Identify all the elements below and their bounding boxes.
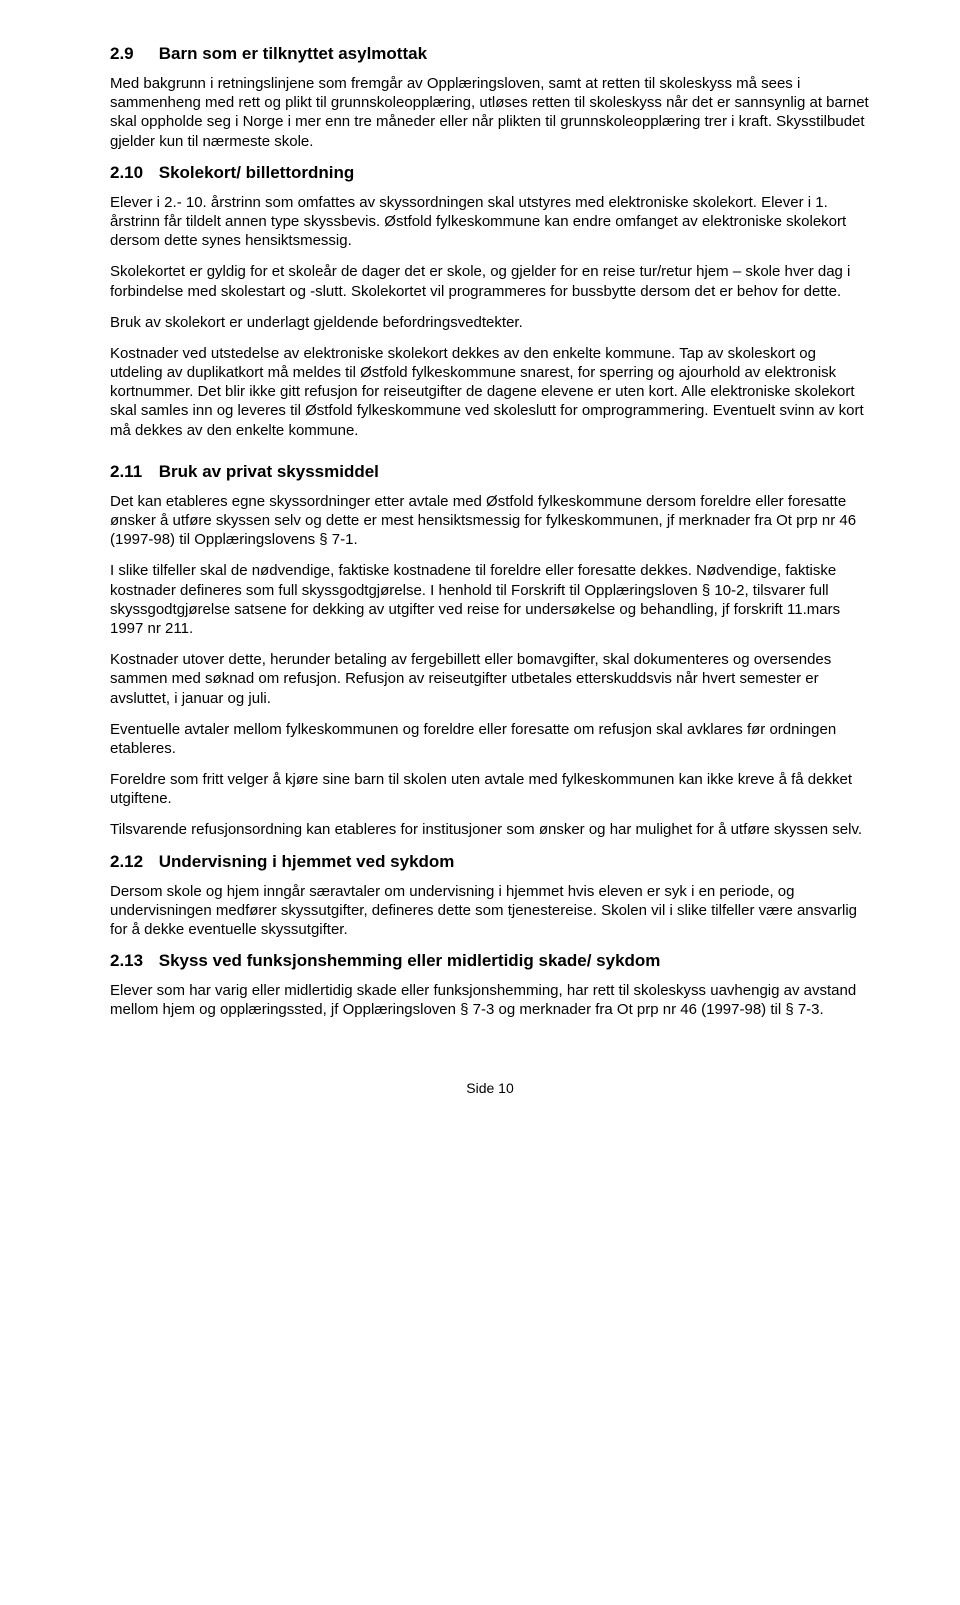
heading-2-9: 2.9 Barn som er tilknyttet asylmottak <box>110 44 870 64</box>
paragraph: Tilsvarende refusjonsordning kan etabler… <box>110 820 870 839</box>
paragraph: Foreldre som fritt velger å kjøre sine b… <box>110 770 870 808</box>
heading-title: Skolekort/ billettordning <box>159 163 355 182</box>
paragraph: Det kan etableres egne skyssordninger et… <box>110 492 870 550</box>
paragraph: Skolekortet er gyldig for et skoleår de … <box>110 262 870 300</box>
paragraph: Kostnader utover dette, herunder betalin… <box>110 650 870 708</box>
heading-2-13: 2.13 Skyss ved funksjonshemming eller mi… <box>110 951 870 971</box>
section-2-11: 2.11 Bruk av privat skyssmiddel Det kan … <box>110 462 870 840</box>
section-2-9: 2.9 Barn som er tilknyttet asylmottak Me… <box>110 44 870 151</box>
heading-number: 2.11 <box>110 462 154 482</box>
heading-2-12: 2.12 Undervisning i hjemmet ved sykdom <box>110 852 870 872</box>
paragraph: Kostnader ved utstedelse av elektroniske… <box>110 344 870 440</box>
heading-number: 2.13 <box>110 951 154 971</box>
paragraph: Elever som har varig eller midlertidig s… <box>110 981 870 1019</box>
heading-number: 2.9 <box>110 44 154 64</box>
section-2-10: 2.10 Skolekort/ billettordning Elever i … <box>110 163 870 440</box>
heading-number: 2.12 <box>110 852 154 872</box>
document-page: 2.9 Barn som er tilknyttet asylmottak Me… <box>0 0 960 1132</box>
paragraph: Bruk av skolekort er underlagt gjeldende… <box>110 313 870 332</box>
heading-title: Skyss ved funksjonshemming eller midlert… <box>159 951 661 970</box>
paragraph: Elever i 2.- 10. årstrinn som omfattes a… <box>110 193 870 251</box>
section-2-13: 2.13 Skyss ved funksjonshemming eller mi… <box>110 951 870 1019</box>
page-footer: Side 10 <box>110 1080 870 1096</box>
heading-title: Undervisning i hjemmet ved sykdom <box>159 852 455 871</box>
heading-2-11: 2.11 Bruk av privat skyssmiddel <box>110 462 870 482</box>
section-2-12: 2.12 Undervisning i hjemmet ved sykdom D… <box>110 852 870 940</box>
paragraph: I slike tilfeller skal de nødvendige, fa… <box>110 561 870 638</box>
heading-number: 2.10 <box>110 163 154 183</box>
heading-title: Barn som er tilknyttet asylmottak <box>159 44 427 63</box>
paragraph: Eventuelle avtaler mellom fylkeskommunen… <box>110 720 870 758</box>
paragraph: Med bakgrunn i retningslinjene som fremg… <box>110 74 870 151</box>
heading-2-10: 2.10 Skolekort/ billettordning <box>110 163 870 183</box>
heading-title: Bruk av privat skyssmiddel <box>159 462 379 481</box>
paragraph: Dersom skole og hjem inngår særavtaler o… <box>110 882 870 940</box>
